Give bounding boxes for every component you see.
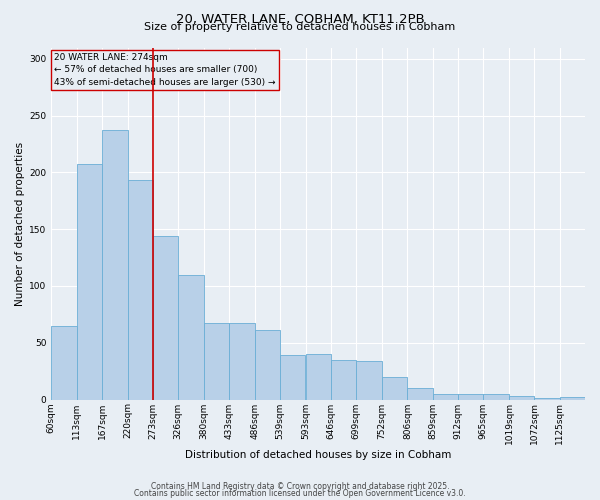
Text: Contains public sector information licensed under the Open Government Licence v3: Contains public sector information licen…: [134, 490, 466, 498]
Bar: [204, 324, 229, 400]
Bar: [407, 388, 433, 400]
Text: 20, WATER LANE, COBHAM, KT11 2PB: 20, WATER LANE, COBHAM, KT11 2PB: [176, 12, 424, 26]
Bar: [560, 398, 585, 400]
Bar: [331, 360, 356, 400]
Bar: [103, 130, 128, 400]
Bar: [280, 356, 305, 400]
X-axis label: Distribution of detached houses by size in Cobham: Distribution of detached houses by size …: [185, 450, 451, 460]
Bar: [306, 354, 331, 400]
Bar: [535, 398, 560, 400]
Bar: [458, 394, 484, 400]
Bar: [229, 324, 254, 400]
Bar: [254, 330, 280, 400]
Bar: [509, 396, 535, 400]
Bar: [51, 326, 77, 400]
Y-axis label: Number of detached properties: Number of detached properties: [15, 142, 25, 306]
Bar: [77, 164, 102, 400]
Bar: [356, 361, 382, 400]
Text: 20 WATER LANE: 274sqm
← 57% of detached houses are smaller (700)
43% of semi-det: 20 WATER LANE: 274sqm ← 57% of detached …: [54, 53, 275, 87]
Bar: [382, 377, 407, 400]
Bar: [433, 394, 458, 400]
Bar: [128, 180, 153, 400]
Bar: [178, 274, 203, 400]
Text: Size of property relative to detached houses in Cobham: Size of property relative to detached ho…: [145, 22, 455, 32]
Bar: [484, 394, 509, 400]
Text: Contains HM Land Registry data © Crown copyright and database right 2025.: Contains HM Land Registry data © Crown c…: [151, 482, 449, 491]
Bar: [153, 236, 178, 400]
